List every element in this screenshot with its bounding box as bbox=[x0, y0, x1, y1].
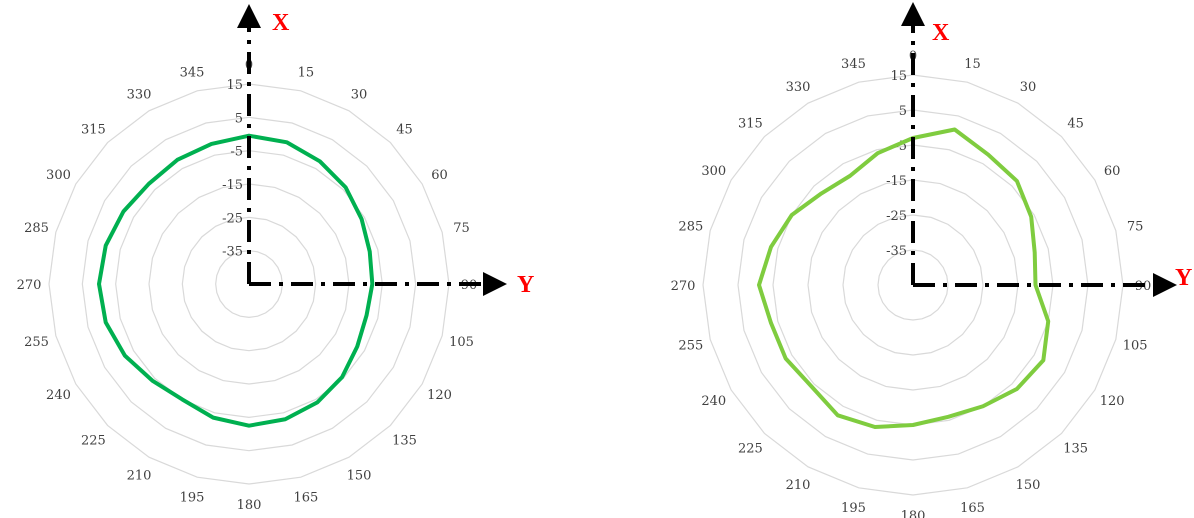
angle-tick-label: 345 bbox=[841, 57, 866, 72]
grid-ring bbox=[148, 183, 350, 385]
ring-tick-label: 5 bbox=[899, 104, 907, 119]
angle-tick-label: 210 bbox=[786, 478, 811, 493]
angle-tick-label: 195 bbox=[841, 501, 866, 516]
angle-tick-label: 330 bbox=[786, 80, 811, 95]
grid-ring bbox=[181, 216, 317, 352]
ring-tick-label: -5 bbox=[230, 145, 243, 160]
angle-labels: 0153045607590105120135150165180195210225… bbox=[671, 49, 1152, 518]
angle-tick-label: 285 bbox=[24, 221, 49, 236]
angle-tick-label: 45 bbox=[1067, 116, 1084, 131]
angle-tick-label: 300 bbox=[701, 164, 726, 179]
ring-tick-label: -25 bbox=[222, 211, 243, 226]
angle-tick-label: 300 bbox=[46, 168, 71, 183]
angle-tick-label: 60 bbox=[431, 168, 448, 183]
angle-tick-label: 195 bbox=[180, 491, 205, 506]
angle-tick-label: 225 bbox=[738, 442, 763, 457]
angle-tick-label: 270 bbox=[17, 278, 42, 293]
angle-tick-label: 330 bbox=[127, 87, 152, 102]
angle-tick-label: 30 bbox=[1020, 80, 1037, 95]
ring-tick-label: 15 bbox=[890, 69, 907, 84]
grid-ring bbox=[842, 214, 984, 356]
ring-tick-label: -15 bbox=[222, 178, 243, 193]
angle-tick-label: 180 bbox=[901, 509, 926, 518]
radar-grid bbox=[48, 83, 450, 485]
ring-tick-label: -15 bbox=[886, 174, 907, 189]
angle-tick-label: 315 bbox=[738, 116, 763, 131]
y-axis-label: Y bbox=[1175, 265, 1192, 291]
series-line bbox=[757, 127, 1051, 429]
grid-ring bbox=[807, 179, 1019, 391]
angle-tick-label: 150 bbox=[1016, 478, 1041, 493]
angle-tick-label: 30 bbox=[351, 87, 368, 102]
x-axis-label: X bbox=[272, 10, 290, 36]
series-line bbox=[97, 133, 375, 428]
angle-tick-label: 120 bbox=[1100, 394, 1125, 409]
angle-tick-label: 240 bbox=[46, 388, 71, 403]
angle-tick-label: 75 bbox=[1127, 219, 1144, 234]
angle-tick-label: 255 bbox=[678, 339, 703, 354]
y-axis-label: Y bbox=[517, 272, 534, 298]
angle-tick-label: 255 bbox=[24, 335, 49, 350]
ring-tick-labels: -35 -25 -15 -5 5 15 bbox=[222, 78, 243, 260]
angle-tick-label: 75 bbox=[453, 221, 470, 236]
angle-tick-label: 180 bbox=[237, 498, 262, 513]
radar-chart-left: 0 153045607590105120135150165180195210225… bbox=[17, 4, 534, 513]
ring-tick-label: -25 bbox=[886, 209, 907, 224]
angle-tick-label: 120 bbox=[427, 388, 452, 403]
angle-tick-label: 165 bbox=[294, 491, 319, 506]
grid-ring bbox=[215, 250, 283, 318]
angle-tick-label: 240 bbox=[701, 394, 726, 409]
angle-tick-label: 315 bbox=[81, 122, 106, 137]
angle-tick-label: 45 bbox=[396, 122, 413, 137]
grid-ring bbox=[702, 74, 1124, 496]
ring-tick-label: 5 bbox=[235, 111, 243, 126]
ring-tick-label: 15 bbox=[226, 78, 243, 93]
angle-tick-label: 165 bbox=[960, 501, 985, 516]
angle-tick-label: 135 bbox=[1063, 442, 1088, 457]
radar-chart-right: 0153045607590105120135150165180195210225… bbox=[671, 2, 1192, 518]
angle-tick-label: 15 bbox=[298, 65, 315, 80]
angle-tick-label: 135 bbox=[392, 434, 417, 449]
ring-tick-label: -35 bbox=[886, 244, 907, 259]
ring-tick-label: -35 bbox=[222, 245, 243, 260]
angle-tick-label: 345 bbox=[180, 65, 205, 80]
grid-ring bbox=[81, 116, 417, 452]
angle-tick-label: 60 bbox=[1104, 164, 1121, 179]
x-axis-label: X bbox=[932, 20, 950, 46]
grid-ring bbox=[877, 249, 949, 321]
angle-tick-label: 225 bbox=[81, 434, 106, 449]
grid-ring bbox=[115, 150, 383, 418]
angle-tick-label: 105 bbox=[449, 335, 474, 350]
grid-ring bbox=[48, 83, 450, 485]
angle-tick-label: 285 bbox=[678, 219, 703, 234]
grid-ring bbox=[737, 109, 1089, 461]
angle-tick-label: 105 bbox=[1123, 339, 1148, 354]
angle-tick-label: 15 bbox=[964, 57, 981, 72]
angle-tick-label: 150 bbox=[347, 469, 372, 484]
angle-tick-label: 210 bbox=[127, 469, 152, 484]
angle-tick-label: 270 bbox=[671, 279, 696, 294]
